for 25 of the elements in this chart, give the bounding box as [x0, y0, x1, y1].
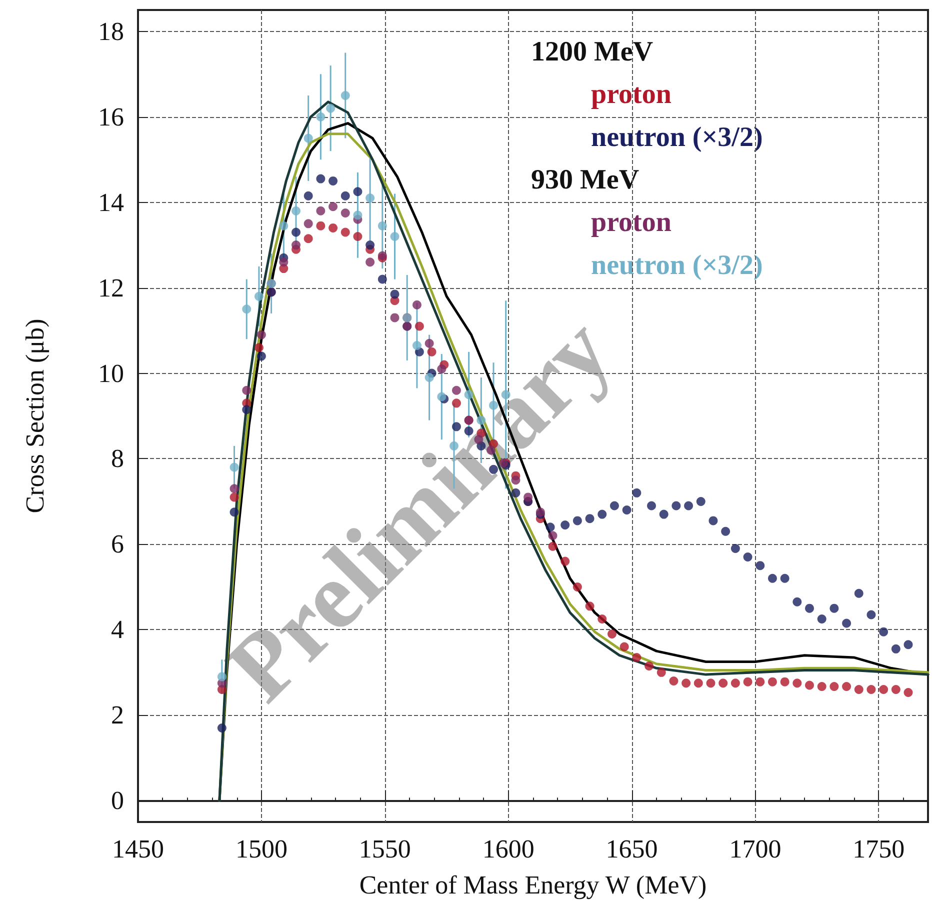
y-tick-label: 10	[98, 358, 124, 388]
x-tick-label: 1450	[112, 834, 164, 864]
annotation: 1200 MeV	[531, 36, 654, 68]
x-tick-label: 1500	[235, 834, 288, 864]
text: neutron (×3/2)	[591, 250, 763, 281]
text: proton	[591, 79, 672, 110]
annotation: 930 MeV	[531, 164, 640, 196]
text: neutron (×3/2)	[591, 122, 763, 153]
y-tick-label: 14	[98, 188, 124, 217]
x-tick-label: 1650	[606, 834, 658, 864]
x-tick-label: 1750	[852, 834, 905, 864]
text: proton	[591, 207, 672, 238]
y-tick-label: 0	[111, 786, 124, 816]
x-tick-label: 1600	[482, 834, 534, 864]
y-tick-label: 2	[111, 700, 124, 730]
x-axis-title: Center of Mass Energy W (MeV)	[359, 870, 707, 900]
y-tick-label: 6	[111, 530, 124, 559]
x-tick-label: 1550	[358, 834, 411, 864]
x-tick-label: 1700	[729, 834, 782, 864]
y-tick-label: 8	[111, 444, 124, 474]
y-axis-title: Cross Section (μb)	[20, 318, 50, 514]
y-tick-label: 4	[111, 615, 124, 644]
y-tick-label: 16	[98, 102, 124, 132]
y-tick-label: 18	[98, 16, 124, 46]
y-tick-label: 12	[98, 273, 124, 302]
